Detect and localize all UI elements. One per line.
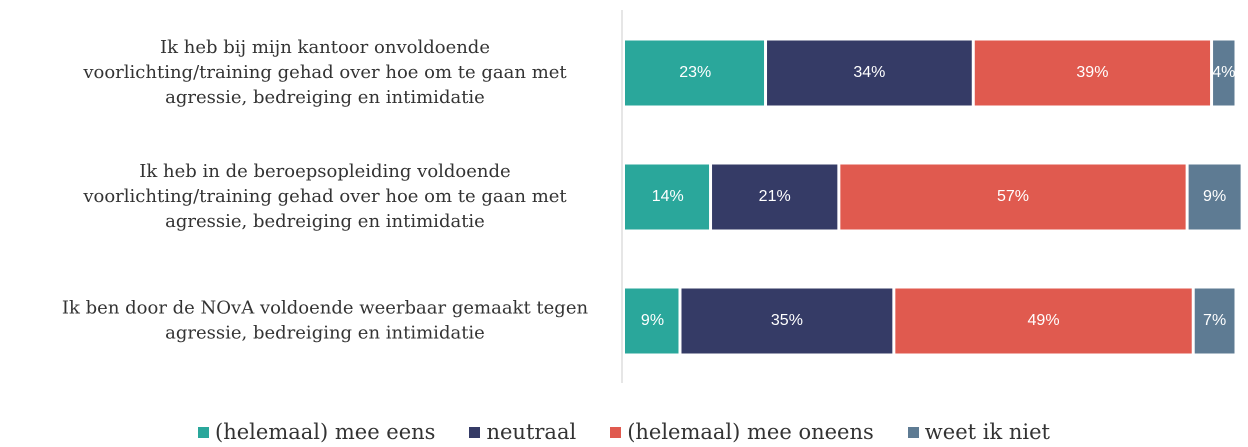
legend-swatch bbox=[469, 426, 481, 438]
data-label: 21% bbox=[759, 188, 791, 205]
bar-segment bbox=[1188, 164, 1241, 230]
bar-segment bbox=[712, 164, 838, 230]
category-label: Ik ben door de NOvA voldoende weerbaar g… bbox=[62, 298, 589, 319]
legend-label: weet ik niet bbox=[924, 420, 1050, 444]
bar-segment bbox=[1213, 40, 1235, 106]
chart: Ik heb bij mijn kantoor onvoldoende voorl… bbox=[62, 10, 1241, 383]
data-label: 7% bbox=[1203, 312, 1226, 329]
legend-swatch bbox=[907, 426, 919, 438]
bar-segment bbox=[681, 288, 893, 354]
data-label: 14% bbox=[652, 188, 684, 205]
data-label: 49% bbox=[1028, 312, 1060, 329]
legend-label: (helemaal) mee oneens bbox=[627, 420, 874, 444]
legend-label: neutraal bbox=[486, 420, 577, 444]
category-label: voorlichting/training gehad over hoe om … bbox=[82, 62, 567, 83]
category-label: agressie, bedreiging en intimidatie bbox=[165, 323, 485, 344]
category-label: agressie, bedreiging en intimidatie bbox=[165, 211, 485, 232]
bar-segment bbox=[1194, 288, 1235, 354]
data-label: 23% bbox=[679, 64, 711, 81]
bar-segment bbox=[895, 288, 1192, 354]
data-label: 9% bbox=[1203, 188, 1226, 205]
data-label: 34% bbox=[853, 64, 885, 81]
bar-segment bbox=[840, 164, 1186, 230]
legend-swatch bbox=[198, 426, 210, 438]
data-label: 35% bbox=[771, 312, 803, 329]
category-label: voorlichting/training gehad over hoe om … bbox=[82, 186, 567, 207]
legend-item: weet ik niet bbox=[907, 420, 1050, 444]
legend-item: (helemaal) mee oneens bbox=[610, 420, 874, 444]
legend-label: (helemaal) mee eens bbox=[215, 420, 436, 444]
legend: (helemaal) mee eens neutraal (helemaal) me… bbox=[0, 420, 1248, 444]
bar-segment bbox=[625, 40, 765, 106]
data-label: 9% bbox=[641, 312, 664, 329]
legend-item: neutraal bbox=[469, 420, 576, 444]
bar-segment bbox=[974, 40, 1211, 106]
bar-segment bbox=[625, 164, 710, 230]
category-label: Ik heb in de beroepsopleiding voldoende bbox=[139, 161, 510, 182]
bar-segment bbox=[625, 288, 679, 354]
category-label: agressie, bedreiging en intimidatie bbox=[165, 87, 485, 108]
legend-swatch bbox=[610, 426, 622, 438]
data-label: 57% bbox=[997, 188, 1029, 205]
data-label: 4% bbox=[1212, 64, 1235, 81]
category-label: Ik heb bij mijn kantoor onvoldoende bbox=[160, 37, 490, 58]
legend-item: (helemaal) mee eens bbox=[198, 420, 435, 444]
data-label: 39% bbox=[1076, 64, 1108, 81]
bar-segment bbox=[767, 40, 972, 106]
